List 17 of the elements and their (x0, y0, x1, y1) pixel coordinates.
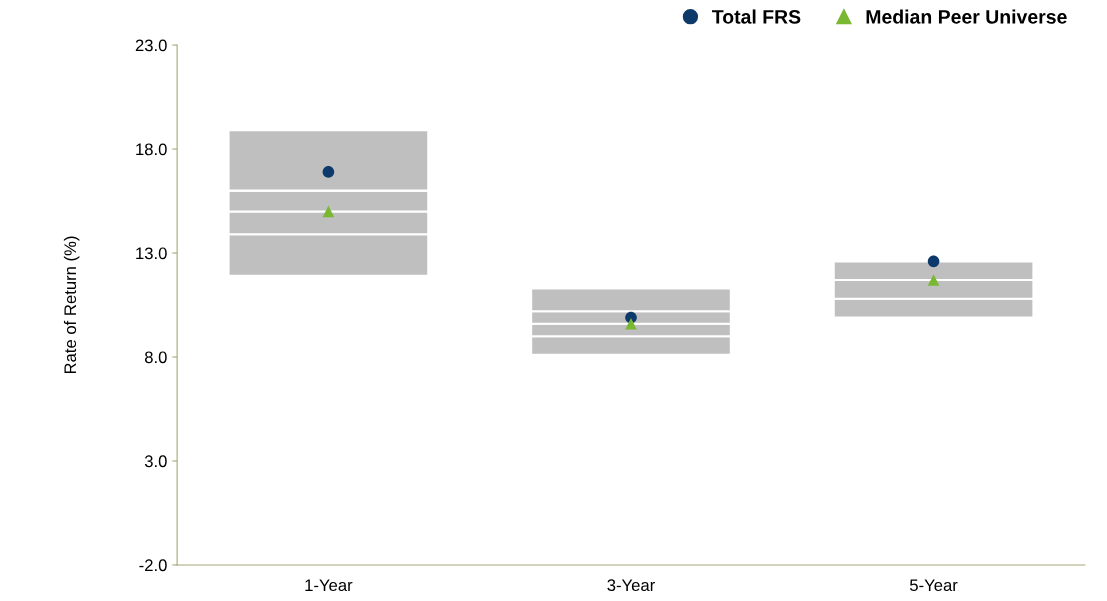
point (322, 205, 335, 218)
y-axis-title: Rate of Return (%) (63, 236, 80, 374)
point (927, 274, 940, 286)
x-tick-label: 1-Year (305, 579, 353, 592)
legend-label: Median Peer Universe (866, 9, 1067, 24)
point (322, 166, 335, 178)
legend-label: Total FRS (712, 9, 801, 24)
y-tick-label: -2.0 (139, 559, 167, 572)
x-tick-label: 3-Year (607, 579, 655, 592)
y-tick-label: 23.0 (135, 39, 167, 52)
y-tick-label: 13.0 (136, 247, 167, 260)
point (625, 317, 637, 330)
y-tick-label: 18.0 (136, 143, 167, 156)
y-tick-label: 3.0 (144, 455, 167, 468)
x-tick-label: 5-Year (909, 579, 958, 592)
point (927, 255, 940, 268)
y-tick-label: 8.0 (144, 351, 167, 364)
